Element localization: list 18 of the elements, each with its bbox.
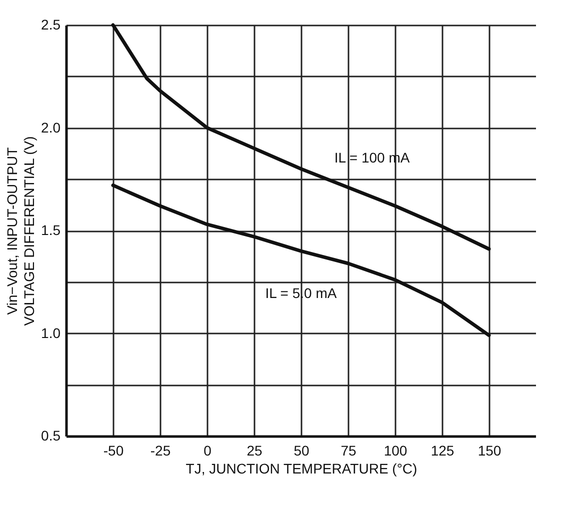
x-tick-label: -50 <box>103 442 124 458</box>
y-axis-title: Vin−Vout, INPUT-OUTPUT VOLTAGE DIFFERENTIAL (V) <box>4 136 38 326</box>
x-tick-label: 0 <box>204 442 212 458</box>
y-tick-label: 2.0 <box>41 119 61 136</box>
y-tick-label: 1.5 <box>41 222 61 238</box>
x-tick-label: 25 <box>246 442 262 458</box>
x-tick-label: -25 <box>150 442 171 458</box>
x-tick-label: 100 <box>384 442 408 458</box>
x-tick-label: 50 <box>294 442 310 458</box>
y-tick-label: 0.5 <box>41 428 61 444</box>
x-tick-label: 125 <box>430 442 454 458</box>
line-series <box>111 184 491 338</box>
x-axis-title: TJ, JUNCTION TEMPERATURE (°C) <box>186 460 418 476</box>
x-tick-label: 150 <box>478 442 502 458</box>
y-tick-label: 2.5 <box>41 16 61 32</box>
line-series <box>111 23 491 251</box>
x-tick-label: 75 <box>340 442 356 458</box>
y-tick-label: 1.0 <box>41 324 61 341</box>
